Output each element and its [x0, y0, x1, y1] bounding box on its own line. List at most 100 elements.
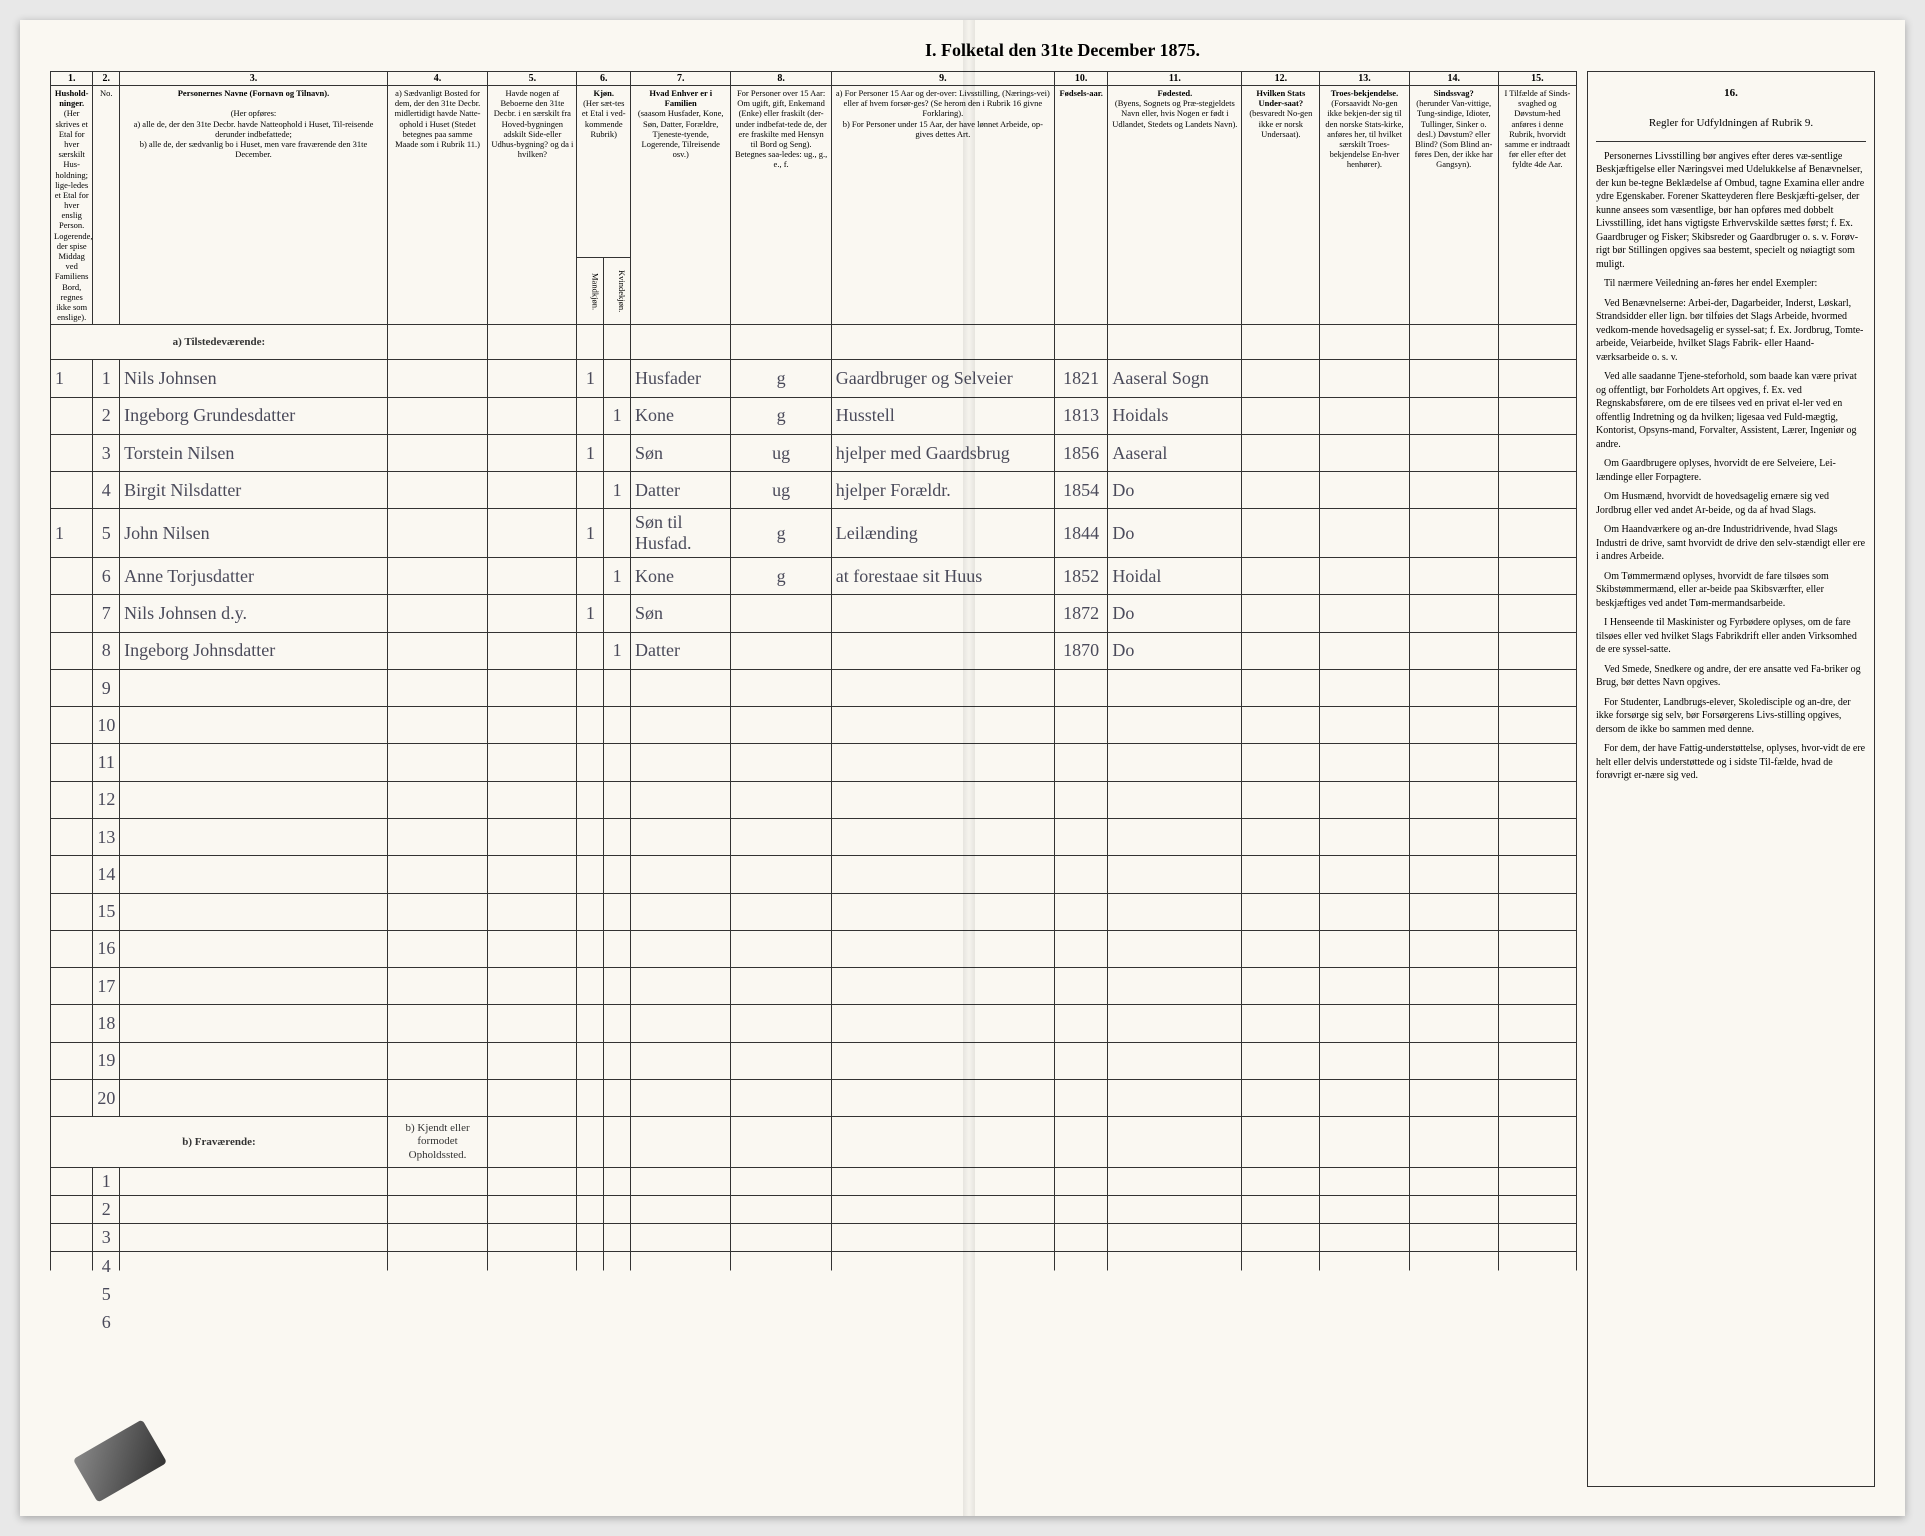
- cell: [488, 1005, 577, 1042]
- cell: [631, 856, 731, 893]
- cell-religion: [1320, 595, 1409, 632]
- cell: [1242, 968, 1320, 1005]
- colnum: 13.: [1320, 72, 1409, 86]
- cell-birthyear: 1813: [1054, 397, 1108, 434]
- cell: [1409, 1079, 1498, 1116]
- cell: [387, 744, 487, 781]
- cell: [488, 781, 577, 818]
- cell-female: [604, 360, 631, 397]
- cell: [1108, 781, 1242, 818]
- cell-rownum: 19: [93, 1042, 120, 1079]
- cell: [631, 1195, 731, 1223]
- cell: [831, 707, 1054, 744]
- cell: [1498, 1308, 1576, 1336]
- cell: [1054, 1167, 1108, 1195]
- rules-column: 16. Regler for Udfyldningen af Rubrik 9.…: [1587, 71, 1875, 1487]
- cell-rownum: 9: [93, 669, 120, 706]
- cell: [1409, 1224, 1498, 1252]
- main-layout: 1. 2. 3. 4. 5. 6. 7. 8. 9. 10. 11. 12. 1…: [50, 71, 1875, 1487]
- header-desc: (herunder Van-vittige, Tung-sindige, Idi…: [1415, 98, 1493, 169]
- header-label: Fødsels-aar.: [1059, 88, 1102, 98]
- cell: [488, 1167, 577, 1195]
- cell: [831, 1042, 1054, 1079]
- cell-female: 1: [604, 397, 631, 434]
- cell: [488, 1224, 577, 1252]
- section-label: a) Tilstedeværende:: [51, 325, 388, 360]
- cell-religion: [1320, 558, 1409, 595]
- cell: [1054, 1195, 1108, 1223]
- cell-family-pos: Datter: [631, 472, 731, 509]
- cell-birthyear: 1821: [1054, 360, 1108, 397]
- cell-name: Torstein Nilsen: [120, 434, 388, 471]
- cell: [731, 1224, 831, 1252]
- cell: [1054, 1005, 1108, 1042]
- cell: [1320, 819, 1409, 856]
- cell: [604, 781, 631, 818]
- cell: [577, 1167, 604, 1195]
- cell-birthyear: 1844: [1054, 509, 1108, 558]
- rules-paragraph: Ved alle saadanne Tjene-steforhold, som …: [1596, 370, 1866, 451]
- cell-residence: [387, 472, 487, 509]
- cell-birthplace: Do: [1108, 632, 1242, 669]
- cell-rownum: 18: [93, 1005, 120, 1042]
- cell-family-pos: Datter: [631, 632, 731, 669]
- table-row-empty: 9: [51, 669, 1577, 706]
- cell: [631, 1079, 731, 1116]
- cell-marital: [731, 595, 831, 632]
- cell: [1054, 707, 1108, 744]
- header-desc: (Her opføres: a) alle de, der den 31te D…: [134, 108, 374, 159]
- rules-paragraph: I Henseende til Maskinister og Fyrbødere…: [1596, 616, 1866, 657]
- cell: [120, 856, 388, 893]
- rules-body: Personernes Livsstilling bør angives eft…: [1596, 150, 1866, 783]
- cell-outbuilding: [488, 360, 577, 397]
- cell-birthyear: 1852: [1054, 558, 1108, 595]
- cell: [631, 819, 731, 856]
- cell: [1054, 1252, 1108, 1280]
- cell: [577, 893, 604, 930]
- cell-family-pos: Kone: [631, 397, 731, 434]
- cell-residence: [387, 595, 487, 632]
- cell: [831, 856, 1054, 893]
- cell: [387, 968, 487, 1005]
- cell: [387, 1005, 487, 1042]
- cell-rownum: 20: [93, 1079, 120, 1116]
- cell: [120, 1252, 388, 1280]
- cell: [1498, 1042, 1576, 1079]
- cell-rownum: 7: [93, 595, 120, 632]
- cell: [387, 669, 487, 706]
- cell: [604, 744, 631, 781]
- cell-occupation: Gaardbruger og Selveier: [831, 360, 1054, 397]
- cell-household: [51, 434, 93, 471]
- col-header: Kjøn. (Her sæt-tes et Etal i ved-kommend…: [577, 86, 631, 258]
- cell: [631, 707, 731, 744]
- cell: [1409, 744, 1498, 781]
- cell-outbuilding: [488, 509, 577, 558]
- col-header: Fødested. (Byens, Sognets og Præ-stegjel…: [1108, 86, 1242, 325]
- cell-female: 1: [604, 472, 631, 509]
- cell: [577, 1079, 604, 1116]
- cell: [51, 1042, 93, 1079]
- cell: [1498, 1252, 1576, 1280]
- cell: [631, 1005, 731, 1042]
- cell: [1108, 1079, 1242, 1116]
- cell-birthyear: 1872: [1054, 595, 1108, 632]
- cell-male: 1: [577, 509, 604, 558]
- cell: [1108, 819, 1242, 856]
- colnum: 12.: [1242, 72, 1320, 86]
- cell: [1108, 1280, 1242, 1308]
- cell: [831, 968, 1054, 1005]
- cell: [1498, 1195, 1576, 1223]
- rules-paragraph: For dem, der have Fattig-understøttelse,…: [1596, 742, 1866, 783]
- header-label: Kjøn.: [593, 88, 614, 98]
- cell: [577, 744, 604, 781]
- cell: [1242, 707, 1320, 744]
- cell: [731, 1308, 831, 1336]
- header-desc: (Her skrives et Etal for hver særskilt H…: [54, 108, 92, 322]
- cell-rownum: 10: [93, 707, 120, 744]
- cell: [1320, 744, 1409, 781]
- cell: [1498, 1005, 1576, 1042]
- col-subheader: Kvindekjøn.: [604, 258, 631, 325]
- cell-birthplace: Hoidals: [1108, 397, 1242, 434]
- cell-family-pos: Søn til Husfad.: [631, 509, 731, 558]
- cell: [120, 968, 388, 1005]
